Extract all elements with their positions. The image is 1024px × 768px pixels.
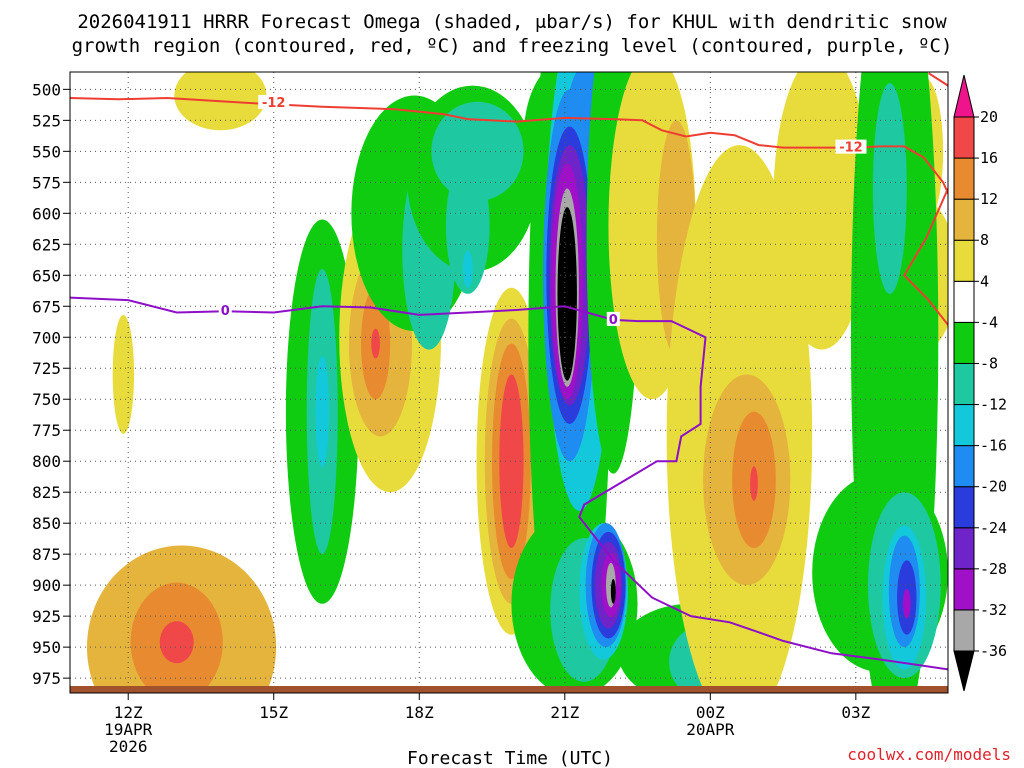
x-tick-label-12: 12Z: [114, 703, 143, 722]
y-tick-label-625: 625: [32, 235, 61, 254]
colorbar-label-20: 20: [980, 108, 998, 126]
y-tick-label-550: 550: [32, 142, 61, 161]
colorbar-swatch--36-to--32: [953, 609, 975, 652]
omega-blob-57: [872, 83, 907, 294]
colorbar-label--28: -28: [980, 560, 1007, 578]
plot-frame: [69, 71, 949, 694]
colorbar-swatch--28-to--24: [953, 527, 975, 570]
x-tick-label-21: 21Z: [550, 703, 579, 722]
colorbar: -36 -32 -28 -24 -20 -16 -12 -8 -4 4 8 12 16 20: [953, 74, 1007, 692]
colorbar-swatch--16-to--12: [953, 404, 975, 447]
dgz-contour-segment-2: [928, 72, 948, 87]
dgz-contour-label-0-bg: [258, 94, 290, 109]
y-tick-label-650: 650: [32, 266, 61, 285]
colorbar-swatch-8-to-12: [953, 198, 975, 241]
contour-lines: -12 -12 0 0: [70, 72, 948, 671]
colorbar-swatch--4-to-4: [953, 280, 975, 323]
y-tick-label-775: 775: [32, 421, 61, 440]
y-tick-label-525: 525: [32, 111, 61, 130]
y-tick-label-725: 725: [32, 359, 61, 378]
freezing-contour-label-0-bg: [218, 303, 232, 318]
chart-title-line-2: growth region (contoured, red, ºC) and f…: [72, 35, 953, 57]
colorbar-swatch-4-to-8: [953, 239, 975, 282]
y-tick-label-700: 700: [32, 328, 61, 347]
x-tick-label-27: 03Z: [841, 703, 870, 722]
colorbar-label--36: -36: [980, 642, 1007, 660]
freezing-contour-label-1-bg: [606, 311, 620, 326]
colorbar-label--20: -20: [980, 478, 1007, 496]
y-tick-label-900: 900: [32, 576, 61, 595]
omega-blob-21: [499, 374, 524, 548]
colorbar-swatch--8-to--4: [953, 321, 975, 364]
y-tick-label-600: 600: [32, 204, 61, 223]
y-tick-label-675: 675: [32, 297, 61, 316]
omega-blob-2: [159, 621, 194, 664]
colorbar-label--16: -16: [980, 437, 1007, 455]
y-tick-label-950: 950: [32, 638, 61, 657]
y-axis-pressure: 500 525 550 575 600 625 650 675 700 725 750 775 800 8…: [32, 80, 70, 688]
y-tick-label-500: 500: [32, 80, 61, 99]
omega-blob-63: [902, 588, 911, 619]
dgz-contour-segment-0: [70, 96, 948, 196]
omega-blob-11: [371, 328, 380, 359]
colorbar-label--4: -4: [980, 313, 998, 331]
x-date-label-12-0: 19APR: [104, 720, 153, 739]
dgz-contour-label-0: -12: [262, 96, 286, 111]
colorbar-swatch-12-to-16: [953, 157, 975, 200]
watermark: coolwx.com/models: [847, 745, 1011, 764]
colorbar-swatch-16-to-20: [953, 116, 975, 159]
chart-title-line-1: 2026041911 HRRR Forecast Omega (shaded, …: [77, 11, 947, 33]
freezing-contour-label-1: 0: [609, 313, 618, 328]
x-axis-label: Forecast Time (UTC): [407, 748, 613, 768]
y-tick-label-750: 750: [32, 390, 61, 409]
colorbar-label--8: -8: [980, 354, 998, 372]
omega-blob-3: [112, 314, 135, 434]
y-tick-label-575: 575: [32, 173, 61, 192]
freezing-contour-label-0: 0: [221, 304, 230, 319]
colorbar-swatch--32-to--28: [953, 568, 975, 611]
omega-blob-16: [431, 101, 524, 201]
dgz-contour-label-1: -12: [839, 141, 863, 156]
omega-blob-41: [610, 578, 616, 604]
y-tick-label-875: 875: [32, 545, 61, 564]
x-date-label-12-1: 2026: [109, 737, 148, 756]
ground-strip: [70, 686, 948, 693]
y-tick-label-925: 925: [32, 607, 61, 626]
colorbar-label-8: 8: [980, 231, 989, 249]
colorbar-label--32: -32: [980, 601, 1007, 619]
x-tick-label-18: 18Z: [405, 703, 434, 722]
dgz-contour-segment-1: [903, 188, 948, 326]
y-tick-label-850: 850: [32, 514, 61, 533]
colorbar-label-4: 4: [980, 272, 989, 290]
colorbar-label-16: 16: [980, 149, 998, 167]
colorbar-label-12: 12: [980, 190, 998, 208]
x-date-label-24-0: 20APR: [686, 720, 735, 739]
y-tick-label-825: 825: [32, 483, 61, 502]
colorbar-swatch--24-to--20: [953, 486, 975, 529]
omega-shading: [87, 72, 948, 693]
y-tick-label-800: 800: [32, 452, 61, 471]
x-tick-label-24: 00Z: [696, 703, 725, 722]
colorbar-label--12: -12: [980, 396, 1007, 414]
grid-lines: [70, 72, 948, 693]
colorbar-swatch--12-to--8: [953, 362, 975, 406]
omega-blob-17: [462, 250, 473, 288]
freezing-level-contour: [70, 296, 948, 671]
omega-blob-52: [750, 466, 758, 501]
omega-blob-32: [557, 207, 577, 381]
dgz-contour-label-1-bg: [835, 139, 867, 154]
omega-blob-7: [315, 355, 330, 468]
colorbar-top-arrow: [953, 74, 975, 118]
colorbar-bottom-arrow: [953, 650, 975, 692]
y-tick-label-975: 975: [32, 669, 61, 688]
x-tick-label-15: 15Z: [259, 703, 288, 722]
colorbar-label--24: -24: [980, 519, 1007, 537]
colorbar-swatch--20-to--16: [953, 445, 975, 488]
